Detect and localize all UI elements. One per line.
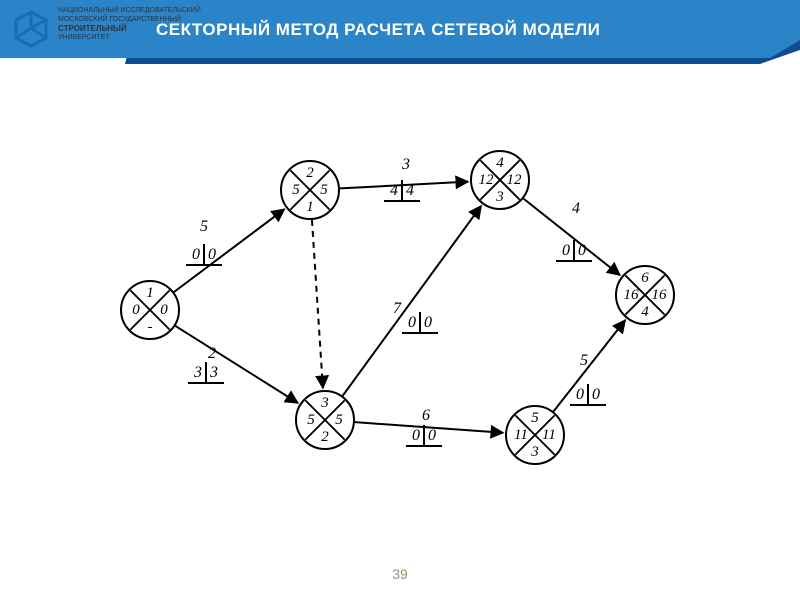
node-bottom: 3 xyxy=(525,445,545,459)
network-node: 1 - 00 xyxy=(120,280,180,340)
edge-slack: 44 xyxy=(384,178,420,202)
edge-weight: 5 xyxy=(200,218,208,236)
node-left: 16 xyxy=(621,288,641,302)
node-left: 0 xyxy=(126,303,146,317)
node-left: 12 xyxy=(476,173,496,187)
edge-slack: 00 xyxy=(402,310,438,334)
page-number: 39 xyxy=(392,566,408,582)
node-right: 5 xyxy=(314,183,334,197)
slack-right: 0 xyxy=(592,386,600,404)
slack-right: 0 xyxy=(424,314,432,332)
slack-right: 0 xyxy=(428,427,436,445)
network-edge xyxy=(312,220,323,388)
node-left: 5 xyxy=(301,413,321,427)
slack-left: 3 xyxy=(194,364,202,382)
header: НАЦИОНАЛЬНЫЙ ИССЛЕДОВАТЕЛЬСКИЙ МОСКОВСКИ… xyxy=(0,0,800,64)
node-right: 11 xyxy=(539,428,559,442)
slack-right: 4 xyxy=(406,182,414,200)
node-top: 5 xyxy=(525,411,545,425)
node-bottom: 4 xyxy=(635,305,655,319)
edge-weight: 5 xyxy=(580,352,588,370)
node-right: 0 xyxy=(154,303,174,317)
page-title: СЕКТОРНЫЙ МЕТОД РАСЧЕТА СЕТЕВОЙ МОДЕЛИ xyxy=(156,20,600,40)
slack-left: 0 xyxy=(576,386,584,404)
node-bottom: - xyxy=(140,320,160,334)
slack-left: 0 xyxy=(412,427,420,445)
network-node: 2 1 55 xyxy=(280,160,340,220)
edge-weight: 3 xyxy=(402,156,410,174)
slack-right: 3 xyxy=(210,364,218,382)
edge-slack: 00 xyxy=(406,423,442,447)
slack-left: 0 xyxy=(192,246,200,264)
node-right: 12 xyxy=(504,173,524,187)
network-node: 4 3 12 12 xyxy=(470,150,530,210)
node-top: 3 xyxy=(315,396,335,410)
node-bottom: 1 xyxy=(300,200,320,214)
edge-weight: 4 xyxy=(572,200,580,218)
slack-right: 0 xyxy=(578,242,586,260)
node-bottom: 2 xyxy=(315,430,335,444)
network-edge xyxy=(343,206,481,396)
node-right: 16 xyxy=(649,288,669,302)
logo-icon xyxy=(10,8,52,50)
edge-slack: 33 xyxy=(188,360,224,384)
network-node: 3 2 55 xyxy=(295,390,355,450)
node-top: 2 xyxy=(300,166,320,180)
edge-slack: 00 xyxy=(570,382,606,406)
node-left: 11 xyxy=(511,428,531,442)
node-top: 4 xyxy=(490,156,510,170)
slack-right: 0 xyxy=(208,246,216,264)
network-node: 5 3 11 11 xyxy=(505,405,565,465)
node-right: 5 xyxy=(329,413,349,427)
org-line: НАЦИОНАЛЬНЫЙ ИССЛЕДОВАТЕЛЬСКИЙ xyxy=(58,6,201,15)
edge-slack: 00 xyxy=(556,238,592,262)
network-diagram: 1-0021553255431212531111641616 500233344… xyxy=(120,130,680,530)
edge-weight: 7 xyxy=(393,300,401,318)
node-top: 6 xyxy=(635,271,655,285)
node-bottom: 3 xyxy=(490,190,510,204)
network-node: 6 4 16 16 xyxy=(615,265,675,325)
node-top: 1 xyxy=(140,286,160,300)
slack-left: 0 xyxy=(408,314,416,332)
slack-left: 4 xyxy=(390,182,398,200)
edge-slack: 00 xyxy=(186,242,222,266)
slack-left: 0 xyxy=(562,242,570,260)
node-left: 5 xyxy=(286,183,306,197)
